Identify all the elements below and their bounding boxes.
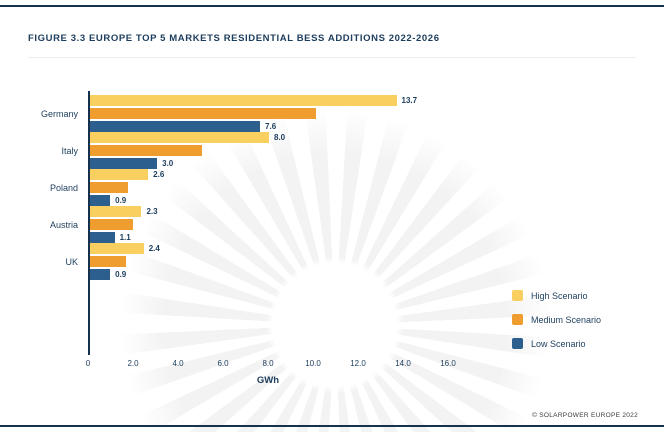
bar-italy-high [90,132,269,143]
value-label: 7.6 [265,122,277,131]
x-tick: 4.0 [172,359,184,368]
legend-item-high: High Scenario [512,290,601,301]
bar-group-germany: Germany 13.7 7.6 [0,95,448,132]
bar-uk-low [90,269,111,280]
bar-line: 8.0 [90,132,448,143]
bar-line [90,145,448,156]
legend-label: Medium Scenario [531,314,602,325]
value-label: 0.9 [115,196,127,205]
bar-germany-low [90,121,261,132]
bar-line: 1.1 [90,232,448,243]
plot-area: Germany 13.7 7.6 Italy 8.0 3.0 Poland 2.6 0.9 Aus… [0,91,448,355]
bottom-rule [0,425,664,427]
bar-uk-medium [90,256,126,267]
x-tick: 0 [85,359,91,368]
bar-line: 2.4 [90,243,448,254]
x-tick: 2.0 [127,359,139,368]
x-axis-label: GWh [256,375,280,386]
bar-line: 2.6 [90,169,448,180]
bar-line: 3.0 [90,158,448,169]
legend-swatch [512,338,523,349]
bar-line [90,182,448,193]
bar-germany-high [90,95,397,106]
value-label: 8.0 [274,133,286,142]
x-tick: 12.0 [350,359,366,368]
bars: 2.6 0.9 [88,169,448,206]
bar-line [90,219,448,230]
bar-austria-medium [90,219,133,230]
legend-item-medium: Medium Scenario [512,314,601,325]
bar-group-austria: Austria 2.3 1.1 [0,206,448,243]
bar-italy-medium [90,145,202,156]
x-axis: 0 2.0 4.0 6.0 8.0 10.0 12.0 14.0 16.0 [85,359,456,371]
value-label: 1.1 [119,233,131,242]
bar-line [90,108,448,119]
bar-line: 0.9 [90,269,448,280]
legend-item-low: Low Scenario [512,338,601,349]
legend: High Scenario Medium Scenario Low Scenario [512,290,601,362]
bars: 2.4 0.9 [88,243,448,280]
category-label: Italy [61,145,78,156]
x-tick: 8.0 [262,359,274,368]
bar-group-poland: Poland 2.6 0.9 [0,169,448,206]
bar-uk-high [90,243,144,254]
bar-group-uk: UK 2.4 0.9 [0,243,448,280]
value-label: 2.3 [146,207,158,216]
category-label: Germany [40,108,78,119]
x-tick: 10.0 [305,359,321,368]
legend-label: Low Scenario [531,338,586,349]
title-divider [28,57,636,58]
bar-poland-medium [90,182,129,193]
bars: 13.7 7.6 [88,95,448,132]
bar-austria-low [90,232,115,243]
category-label: Austria [49,219,78,230]
value-label: 3.0 [162,159,174,168]
bars: 2.3 1.1 [88,206,448,243]
value-label: 0.9 [115,270,127,279]
bar-group-italy: Italy 8.0 3.0 [0,132,448,169]
bar-groups: Germany 13.7 7.6 Italy 8.0 3.0 Poland 2.6 0.9 Aus… [0,95,448,280]
figure-title: FIGURE 3.3 EUROPE TOP 5 MARKETS RESIDENT… [28,33,440,44]
bar-poland-low [90,195,111,206]
category-label: UK [65,256,78,267]
bar-line: 13.7 [90,95,448,106]
bar-austria-high [90,206,142,217]
bars: 8.0 3.0 [88,132,448,169]
x-tick: 14.0 [395,359,411,368]
x-tick: 16.0 [440,359,456,368]
top-rule [0,5,664,7]
category-label: Poland [49,182,78,193]
value-label: 2.4 [148,244,160,253]
bar-line: 7.6 [90,121,448,132]
bar-line: 2.3 [90,206,448,217]
copyright: © SOLARPOWER EUROPE 2022 [532,412,638,419]
legend-swatch [512,314,523,325]
bar-poland-high [90,169,149,180]
bar-italy-low [90,158,158,169]
bar-germany-medium [90,108,316,119]
legend-swatch [512,290,523,301]
y-axis-line [88,91,90,355]
bar-line [90,256,448,267]
legend-label: High Scenario [531,290,588,301]
value-label: 13.7 [401,96,418,105]
value-label: 2.6 [153,170,165,179]
bar-line: 0.9 [90,195,448,206]
x-tick: 6.0 [217,359,229,368]
